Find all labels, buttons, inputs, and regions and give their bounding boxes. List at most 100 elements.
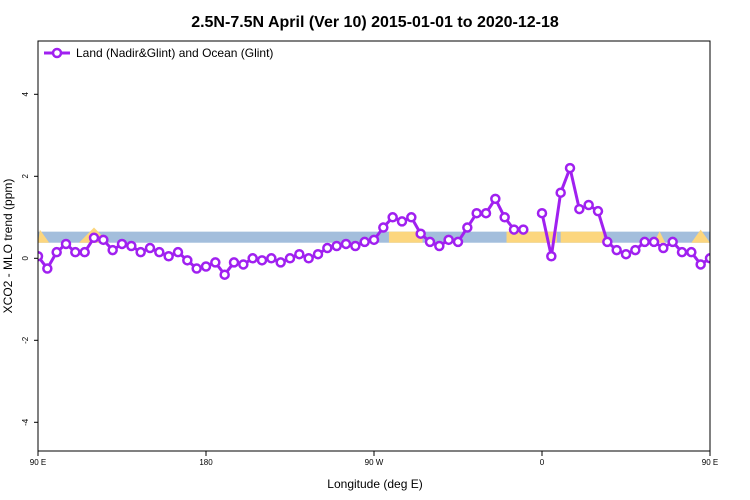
x-tick-label: 90 W xyxy=(365,458,384,467)
data-point xyxy=(238,259,249,270)
data-point xyxy=(163,251,174,262)
data-point xyxy=(38,251,44,262)
land-band-segment xyxy=(691,229,710,243)
data-point xyxy=(648,236,660,248)
y-tick-label: -2 xyxy=(21,336,30,344)
data-point xyxy=(51,246,62,258)
data-point xyxy=(499,212,510,223)
series-group xyxy=(38,162,750,280)
data-point xyxy=(434,240,445,252)
data-point xyxy=(676,246,688,258)
data-point xyxy=(79,246,90,258)
legend: Land (Nadir&Glint) and Ocean (Glint) xyxy=(44,46,273,60)
data-point xyxy=(256,255,268,266)
data-point xyxy=(303,253,314,264)
data-point xyxy=(200,261,212,272)
data-point xyxy=(452,236,464,248)
data-point xyxy=(743,248,750,256)
data-point xyxy=(219,269,230,280)
data-point xyxy=(508,224,520,235)
y-tick-label: -4 xyxy=(21,418,30,426)
data-point xyxy=(116,238,128,250)
data-point xyxy=(144,242,156,254)
data-point xyxy=(592,205,604,217)
land-band-segment xyxy=(388,231,423,243)
data-point xyxy=(396,216,408,227)
data-point xyxy=(88,232,100,244)
data-point xyxy=(107,244,118,256)
data-point xyxy=(715,265,723,273)
data-point xyxy=(406,212,417,223)
data-point xyxy=(312,248,324,260)
x-axis-label: Longitude (deg E) xyxy=(327,477,422,491)
data-point xyxy=(424,236,436,248)
data-point xyxy=(583,199,594,211)
data-point xyxy=(172,246,184,258)
data-point xyxy=(695,259,706,270)
data-point xyxy=(471,207,482,219)
y-axis-label: XCO2 - MLO trend (ppm) xyxy=(1,179,15,314)
y-tick-label: 0 xyxy=(21,256,30,261)
data-point xyxy=(667,236,678,248)
data-point xyxy=(182,255,193,266)
data-point xyxy=(490,193,501,205)
data-point xyxy=(574,203,585,215)
data-point xyxy=(126,240,137,252)
data-point xyxy=(620,248,632,260)
data-point xyxy=(154,246,165,258)
chart-title: 2.5N-7.5N April (Ver 10) 2015-01-01 to 2… xyxy=(191,14,559,31)
data-point xyxy=(228,257,240,268)
data-point xyxy=(322,242,333,254)
data-point xyxy=(60,238,72,250)
series xyxy=(38,162,750,280)
data-point xyxy=(350,240,361,252)
legend-marker xyxy=(51,47,63,59)
data-point xyxy=(275,257,286,268)
data-point xyxy=(639,236,650,248)
data-point xyxy=(378,222,389,233)
x-tick-label: 90 E xyxy=(702,458,718,467)
data-point xyxy=(443,234,454,246)
axes: 90 E 180 90 W 0 90 E -4 -2 0 2 4 xyxy=(21,92,718,467)
data-point xyxy=(359,236,370,248)
x-tick-label: 90 E xyxy=(30,458,46,467)
data-point xyxy=(686,246,697,258)
data-point xyxy=(630,244,641,256)
data-point xyxy=(284,253,296,264)
data-point xyxy=(555,187,566,198)
data-point xyxy=(42,263,53,274)
data-point xyxy=(387,212,398,223)
plot-frame xyxy=(37,40,711,452)
data-point xyxy=(331,240,342,252)
data-point xyxy=(462,222,473,233)
data-point xyxy=(191,263,202,274)
data-point xyxy=(368,234,380,246)
data-point xyxy=(611,244,622,256)
data-point xyxy=(340,238,352,250)
land-band-segment xyxy=(506,231,557,243)
series-line xyxy=(540,166,710,266)
data-point xyxy=(602,236,613,248)
land-band-segment xyxy=(560,231,604,243)
data-point xyxy=(294,248,305,260)
x-tick-label: 180 xyxy=(199,458,213,467)
data-point xyxy=(725,248,733,256)
data-point xyxy=(658,242,669,254)
data-point xyxy=(247,253,258,264)
land-band-segment xyxy=(38,229,50,243)
data-point xyxy=(480,207,492,219)
data-point xyxy=(70,246,81,258)
data-point xyxy=(734,240,742,248)
data-point xyxy=(135,246,146,258)
data-point xyxy=(518,224,529,235)
data-point xyxy=(704,253,710,264)
y-tick-label: 4 xyxy=(21,92,30,97)
data-point xyxy=(536,207,548,219)
data-point xyxy=(210,257,221,268)
data-point xyxy=(546,251,557,262)
data-point xyxy=(564,162,576,174)
legend-label: Land (Nadir&Glint) and Ocean (Glint) xyxy=(76,46,273,60)
y-tick-label: 2 xyxy=(21,174,30,179)
data-point xyxy=(266,253,277,264)
